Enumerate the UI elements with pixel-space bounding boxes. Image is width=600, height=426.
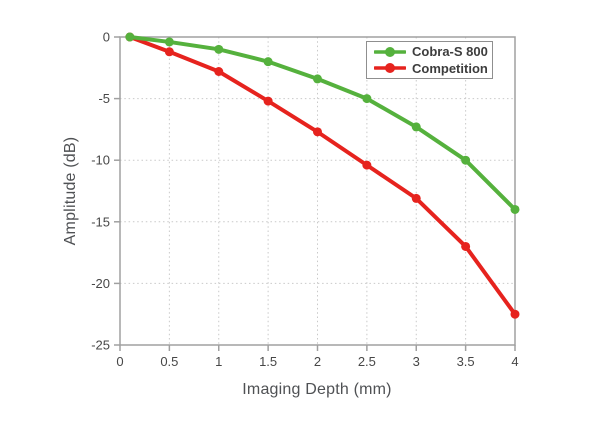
x-tick-label: 0.5 bbox=[160, 354, 178, 369]
data-point-competition bbox=[214, 66, 224, 76]
x-tick-label: 3.5 bbox=[457, 354, 475, 369]
data-point-competition bbox=[313, 127, 322, 137]
data-point-cobra-s-800 bbox=[510, 204, 520, 214]
green-line-marker-icon bbox=[374, 46, 406, 57]
x-tick-label: 2.5 bbox=[358, 354, 376, 369]
data-point-cobra-s-800 bbox=[461, 155, 471, 165]
y-tick-label: 0 bbox=[103, 30, 110, 45]
axis-ticks bbox=[114, 36, 516, 351]
y-axis-title: Amplitude (dB) bbox=[62, 136, 79, 246]
y-tick-label: -15 bbox=[91, 214, 110, 229]
data-point-competition bbox=[362, 160, 372, 170]
data-point-cobra-s-800 bbox=[214, 44, 224, 54]
data-point-cobra-s-800 bbox=[362, 94, 372, 104]
data-point-cobra-s-800 bbox=[411, 122, 421, 132]
legend: Cobra-S 800 Competition bbox=[366, 41, 493, 79]
y-tick-label: -25 bbox=[91, 338, 110, 353]
data-point-cobra-s-800 bbox=[263, 57, 273, 67]
legend-label-competition: Competition bbox=[412, 60, 488, 76]
y-tick-label: -5 bbox=[98, 91, 110, 106]
legend-item-cobra-s-800: Cobra-S 800 bbox=[374, 44, 488, 60]
data-point-competition bbox=[411, 193, 421, 203]
x-axis-title: Imaging Depth (mm) bbox=[242, 381, 392, 398]
data-point-competition bbox=[510, 309, 520, 319]
red-line-marker-icon bbox=[374, 63, 406, 74]
y-tick-label: -20 bbox=[91, 276, 110, 291]
x-tick-label: 1.5 bbox=[259, 354, 277, 369]
legend-label-cobra-s-800: Cobra-S 800 bbox=[412, 44, 488, 60]
data-point-competition bbox=[263, 96, 273, 106]
data-point-cobra-s-800 bbox=[313, 74, 322, 84]
legend-item-competition: Competition bbox=[374, 60, 488, 76]
data-point-cobra-s-800 bbox=[164, 37, 174, 47]
tick-labels: 0 0.5 1 1.5 2 2.5 3 3.5 4 0 -5 -10 -15 -20 -25 bbox=[91, 30, 518, 370]
x-tick-label: 3 bbox=[413, 354, 420, 369]
gridlines bbox=[120, 37, 515, 345]
x-tick-label: 4 bbox=[511, 354, 518, 369]
x-tick-label: 0 bbox=[116, 354, 123, 369]
data-series bbox=[125, 32, 520, 319]
y-tick-label: -10 bbox=[91, 153, 110, 168]
x-tick-label: 1 bbox=[215, 354, 222, 369]
data-point-competition bbox=[164, 47, 174, 57]
x-tick-label: 2 bbox=[314, 354, 321, 369]
data-point-competition bbox=[461, 241, 471, 251]
data-point-cobra-s-800 bbox=[125, 32, 135, 42]
